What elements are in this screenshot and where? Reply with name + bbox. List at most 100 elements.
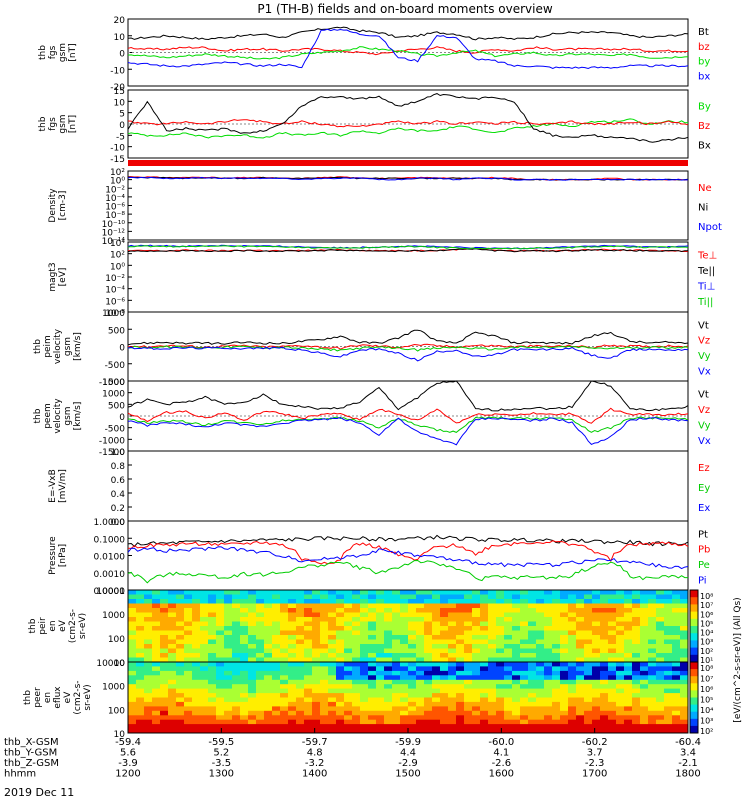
heatmap-cell <box>160 662 169 667</box>
heatmap-cell <box>552 603 561 609</box>
y-tick-label: -5 <box>116 132 125 142</box>
heatmap-cell <box>440 701 449 707</box>
heatmap-cell <box>424 666 433 672</box>
heatmap-cell <box>312 675 321 681</box>
heatmap-cell <box>496 590 505 595</box>
heatmap-cell <box>536 662 545 667</box>
heatmap-cell <box>376 635 385 640</box>
heatmap-cell <box>488 662 497 667</box>
heatmap-cell <box>368 657 377 663</box>
heatmap-cell <box>280 706 289 712</box>
y-tick-label: 0.0001 <box>94 587 126 597</box>
heatmap-cell <box>632 630 641 636</box>
heatmap-cell <box>488 715 497 721</box>
heatmap-cell <box>440 612 449 618</box>
heatmap-cell <box>632 670 641 676</box>
heatmap-cell <box>680 670 689 676</box>
heatmap-cell <box>640 724 649 729</box>
series-line-By <box>127 118 689 139</box>
heatmap-cell <box>312 653 321 658</box>
heatmap-cell <box>448 719 457 725</box>
y-tick-label: 0.0010 <box>94 570 126 580</box>
y-tick-label: 10⁻² <box>105 274 125 284</box>
y-axis-label: [km/s] <box>73 332 83 361</box>
heatmap-cell <box>256 608 265 613</box>
colorbar-label: [eV/(cm^2-s-sr-eV)] (All Qs) <box>733 597 743 722</box>
heatmap-cell <box>544 599 553 604</box>
y-axis-label: gsm <box>58 43 68 62</box>
heatmap-cell <box>200 715 209 721</box>
heatmap-cell <box>352 724 361 729</box>
heatmap-cell <box>568 679 577 685</box>
heatmap-cell <box>576 675 585 681</box>
heatmap-cell <box>280 590 289 595</box>
heatmap-cell <box>184 706 193 712</box>
heatmap-cell <box>376 697 385 703</box>
heatmap-cell <box>584 670 593 676</box>
heatmap-cell <box>176 670 185 676</box>
heatmap-cell <box>128 684 137 690</box>
heatmap-cell <box>520 608 529 613</box>
heatmap-cell <box>128 621 137 627</box>
heatmap-cell <box>448 688 457 694</box>
heatmap-cell <box>368 675 377 681</box>
heatmap-cell <box>640 612 649 618</box>
heatmap-cell <box>328 630 337 636</box>
heatmap-cell <box>656 719 665 725</box>
heatmap-cell <box>424 706 433 712</box>
heatmap-cell <box>248 684 257 690</box>
heatmap-cell <box>568 603 577 609</box>
heatmap-cell <box>240 697 249 703</box>
heatmap-cell <box>464 670 473 676</box>
heatmap-cell <box>224 710 233 716</box>
heatmap-cell <box>184 648 193 654</box>
heatmap-cell <box>216 728 225 734</box>
heatmap-cell <box>488 626 497 631</box>
heatmap-cell <box>544 621 553 627</box>
heatmap-cell <box>592 639 601 645</box>
heatmap-cell <box>528 710 537 716</box>
heatmap-cell <box>368 594 377 600</box>
heatmap-cell <box>512 630 521 636</box>
heatmap-cell <box>680 644 689 649</box>
heatmap-cell <box>320 657 329 663</box>
series-line-Ti|| <box>127 245 689 250</box>
heatmap-cell <box>216 688 225 694</box>
heatmap-cell <box>656 599 665 604</box>
heatmap-cell <box>616 666 625 672</box>
heatmap-cell <box>400 697 409 703</box>
x-tick-label: -60.0 <box>488 737 514 748</box>
heatmap-cell <box>552 728 561 734</box>
heatmap-cell <box>448 608 457 613</box>
heatmap-cell <box>376 706 385 712</box>
heatmap-cell <box>456 635 465 640</box>
heatmap-cell <box>520 617 529 622</box>
heatmap-cell <box>272 706 281 712</box>
heatmap-cell <box>304 719 313 725</box>
y-axis-label: thb <box>23 690 33 705</box>
y-axis-label: thb <box>38 116 48 131</box>
heatmap-cell <box>360 626 369 631</box>
heatmap-cell <box>592 662 601 667</box>
colorbar-swatch <box>690 604 698 613</box>
heatmap-cell <box>472 594 481 600</box>
heatmap-cell <box>640 693 649 698</box>
heatmap-cell <box>448 706 457 712</box>
heatmap-cell <box>232 675 241 681</box>
heatmap-cell <box>232 657 241 663</box>
heatmap-cell <box>264 612 273 618</box>
heatmap-cell <box>632 639 641 645</box>
x-tick-label: 4.1 <box>493 748 509 759</box>
heatmap-cell <box>184 617 193 622</box>
heatmap-cell <box>384 662 393 667</box>
heatmap-cell <box>496 728 505 734</box>
colorbar-swatch <box>690 718 698 727</box>
x-tick-label: 5.6 <box>120 748 136 759</box>
heatmap-cell <box>544 644 553 649</box>
heatmap-cell <box>512 670 521 676</box>
heatmap-cell <box>440 719 449 725</box>
heatmap-cell <box>448 635 457 640</box>
heatmap-cell <box>312 719 321 725</box>
heatmap-cell <box>392 675 401 681</box>
